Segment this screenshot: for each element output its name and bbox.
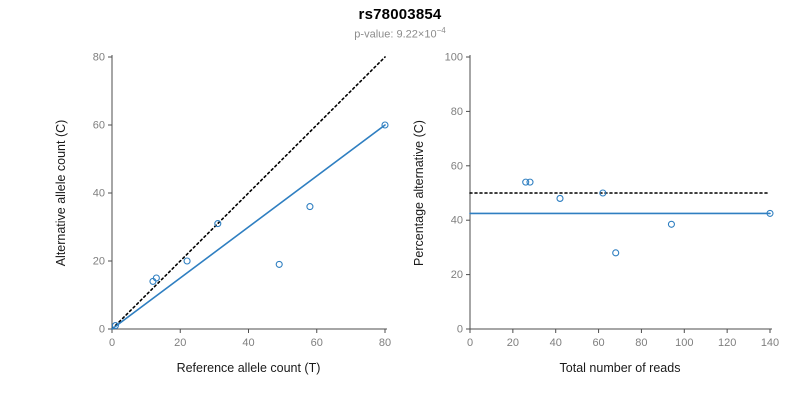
data-point: [275, 260, 283, 268]
x-tick-label: 100: [675, 337, 693, 349]
x-tick-label: 80: [379, 337, 391, 349]
data-point: [556, 194, 564, 202]
y-axis-label: Percentage alternative (C): [412, 120, 426, 266]
y-tick-label: 60: [93, 120, 105, 132]
data-point: [111, 322, 119, 330]
y-tick-label: 60: [451, 160, 463, 172]
data-point: [152, 274, 160, 282]
y-tick-label: 80: [451, 106, 463, 118]
data-point: [526, 178, 534, 186]
fitted-line-solid: [111, 124, 386, 330]
data-point: [667, 220, 675, 228]
y-tick-label: 20: [451, 269, 463, 281]
x-tick-label: 0: [109, 337, 115, 349]
data-point: [214, 220, 222, 228]
x-tick-label: 120: [718, 337, 736, 349]
data-point: [306, 203, 314, 211]
x-tick-label: 140: [761, 337, 779, 349]
data-point: [599, 189, 607, 197]
y-tick-label: 20: [93, 256, 105, 268]
identity-line-dotted: [111, 56, 386, 330]
y-tick-label: 80: [93, 52, 105, 64]
plot-panel-2: 0 20 40 60 80 100 120 140 0 20 40 60 80 100 Total numb…: [412, 52, 779, 376]
data-point: [183, 257, 191, 265]
pvalue-text: p-value: 9.22×10: [354, 28, 437, 41]
y-tick-label: 0: [457, 324, 463, 336]
x-tick-label: 60: [311, 337, 323, 349]
plot-title: rs78003854: [358, 6, 442, 23]
x-tick-label: 40: [242, 337, 254, 349]
y-tick-label: 40: [451, 215, 463, 227]
data-point: [149, 277, 157, 285]
x-tick-label: 60: [592, 337, 604, 349]
data-point: [612, 249, 620, 257]
x-tick-label: 80: [635, 337, 647, 349]
x-axis-label: Reference allele count (T): [177, 361, 321, 375]
data-point: [522, 178, 530, 186]
x-tick-label: 40: [550, 337, 562, 349]
plot-panel-1: 0 20 40 60 80 0 20 40 60 80 Reference allele count…: [54, 52, 391, 376]
x-tick-label: 0: [467, 337, 473, 349]
x-tick-label: 20: [507, 337, 519, 349]
pvalue-exponent: −4: [436, 26, 446, 35]
y-tick-label: 100: [445, 52, 463, 64]
data-point: [766, 209, 774, 217]
x-axis-label: Total number of reads: [560, 361, 681, 375]
x-tick-label: 20: [174, 337, 186, 349]
y-tick-label: 0: [99, 324, 105, 336]
y-axis-label: Alternative allele count (C): [54, 120, 68, 267]
plot-subtitle: p-value: 9.22×10−4: [0, 26, 800, 41]
y-tick-label: 40: [93, 188, 105, 200]
data-point: [381, 121, 389, 129]
